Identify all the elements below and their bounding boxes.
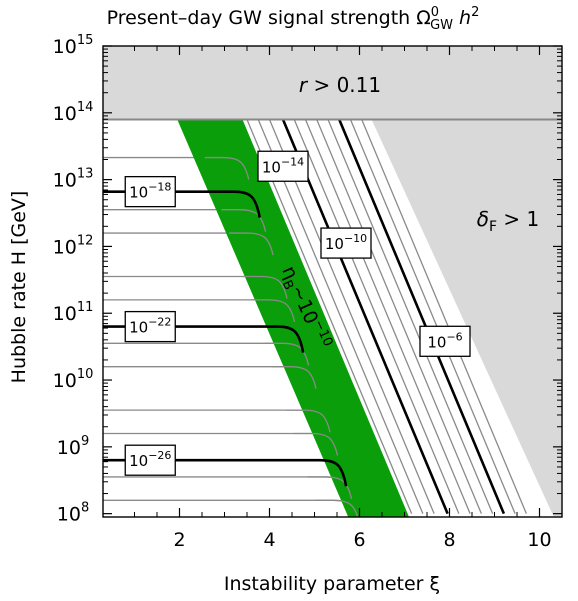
y-tick-label: 1015: [53, 33, 94, 58]
plot-content: [103, 46, 562, 517]
region-label-r-symbol: r: [299, 73, 309, 97]
contour-diagonal-thin: [293, 119, 460, 514]
y-tick-base: 10: [53, 236, 77, 258]
contour-label: 10−26: [129, 449, 171, 470]
y-tick-base: 10: [53, 170, 77, 192]
contour-label-base: 10: [129, 184, 148, 202]
contour-label-base: 10: [427, 333, 446, 351]
contour-label-base: 10: [129, 319, 148, 337]
region-label-r-value: > 0.11: [307, 73, 381, 97]
contour-through-band: [285, 409, 331, 433]
y-tick-exp: 14: [77, 100, 94, 115]
contour-label-exp: −14: [281, 155, 304, 168]
x-axis-label: Instability parameter ξ: [224, 573, 440, 595]
y-tick-base: 10: [53, 370, 77, 392]
contour-horizontal-thin: [103, 499, 359, 517]
contour-horizontal-thin: [103, 476, 353, 500]
contour-diagonal-thin: [327, 119, 494, 514]
y-tick-label: 1011: [53, 300, 94, 325]
contour-label-exp: −10: [344, 232, 367, 245]
contour-horizontal-bold: [103, 458, 348, 487]
contour-through-band: [264, 342, 310, 366]
y-tick-label: 1014: [53, 100, 94, 125]
contour-label-box: [257, 150, 309, 182]
contour-diagonal-bold: [338, 118, 506, 515]
contour-diagonal-bold: [281, 118, 449, 515]
region-label-deltaF: δF > 1: [477, 207, 540, 235]
contour-label-base: 10: [262, 158, 281, 176]
y-tick-exp: 8: [81, 501, 89, 516]
y-tick-exp: 12: [77, 233, 94, 248]
contour-horizontal-bold: [103, 190, 261, 218]
y-tick-exp: 10: [77, 367, 94, 382]
region-label-r: r > 0.11: [299, 73, 381, 97]
x-tick-label: 8: [443, 529, 455, 551]
contour-diagonal-thin: [304, 119, 471, 514]
contour-label-box: [124, 175, 176, 208]
x-tick-label: 10: [527, 529, 551, 551]
y-tick-base: 10: [57, 437, 81, 459]
y-axis-label: Hubble rate H [GeV]: [8, 191, 30, 384]
y-tick-exp: 13: [77, 167, 94, 182]
contour-through-band: [229, 232, 274, 256]
contour-horizontal-thin: [103, 409, 331, 433]
x-tick-label: 2: [173, 529, 185, 551]
x-tick-label: 6: [353, 529, 365, 551]
contour-label-exp: −22: [148, 316, 171, 329]
contour-through-band: [221, 209, 267, 232]
contour-label: 10−22: [129, 316, 171, 337]
y-tick-label: 109: [57, 434, 89, 459]
region-label-deltaF-sub: F: [489, 219, 497, 235]
contour-label: 10−18: [129, 181, 171, 202]
region-label-deltaF-value: > 1: [497, 207, 539, 231]
contour-label-exp: −18: [148, 181, 171, 194]
contour-label-base: 10: [325, 235, 344, 253]
y-tick-exp: 15: [77, 33, 94, 48]
contour-through-band: [293, 432, 339, 456]
contour-through-band: [204, 156, 250, 180]
region-label-deltaF-symbol: δ: [477, 207, 489, 231]
y-tick-label: 1012: [53, 233, 94, 258]
contour-label-box: [124, 310, 176, 343]
contour-diagonal-thin: [268, 119, 435, 514]
contour-label: 10−14: [262, 155, 304, 176]
contour-through-band: [243, 275, 288, 299]
chart-title: Present–day GW signal strength Ω0 GW h2: [107, 5, 480, 33]
plot-area: [103, 46, 562, 517]
contour-label-base: 10: [129, 452, 148, 470]
contour-label: 10−6: [427, 330, 462, 351]
contour-horizontal-bold: [103, 325, 305, 353]
y-tick-base: 10: [53, 103, 77, 125]
contour-through-band: [307, 476, 353, 500]
contour-label-box: [320, 227, 372, 259]
y-tick-base: 10: [53, 303, 77, 325]
y-tick-base: 10: [57, 504, 81, 526]
contour-through-band: [272, 366, 317, 389]
y-tick-label: 108: [57, 501, 89, 526]
y-tick-label: 1010: [53, 367, 94, 392]
contour-diagonal-thin: [349, 119, 516, 514]
y-tick-exp: 11: [77, 300, 94, 315]
y-tick-label: 1013: [53, 167, 94, 192]
contour-label-box: [419, 325, 471, 357]
contour-through-band: [250, 299, 296, 323]
y-tick-base: 10: [53, 36, 77, 58]
region-r: [103, 46, 562, 120]
y-tick-exp: 9: [81, 434, 89, 449]
contour-diagonal-thin: [257, 119, 424, 514]
contour-horizontal-thin: [103, 366, 317, 389]
contour-diagonal-thin: [361, 119, 527, 514]
contour-label: 10−10: [325, 232, 367, 253]
contour-diagonal-thin: [316, 119, 482, 514]
contour-label-exp: −26: [148, 449, 171, 462]
contour-label-exp: −6: [446, 330, 462, 343]
contour-label-box: [124, 444, 176, 476]
x-tick-label: 4: [263, 529, 275, 551]
contour-through-band: [315, 499, 359, 517]
contour-diagonal-thin: [246, 119, 413, 514]
